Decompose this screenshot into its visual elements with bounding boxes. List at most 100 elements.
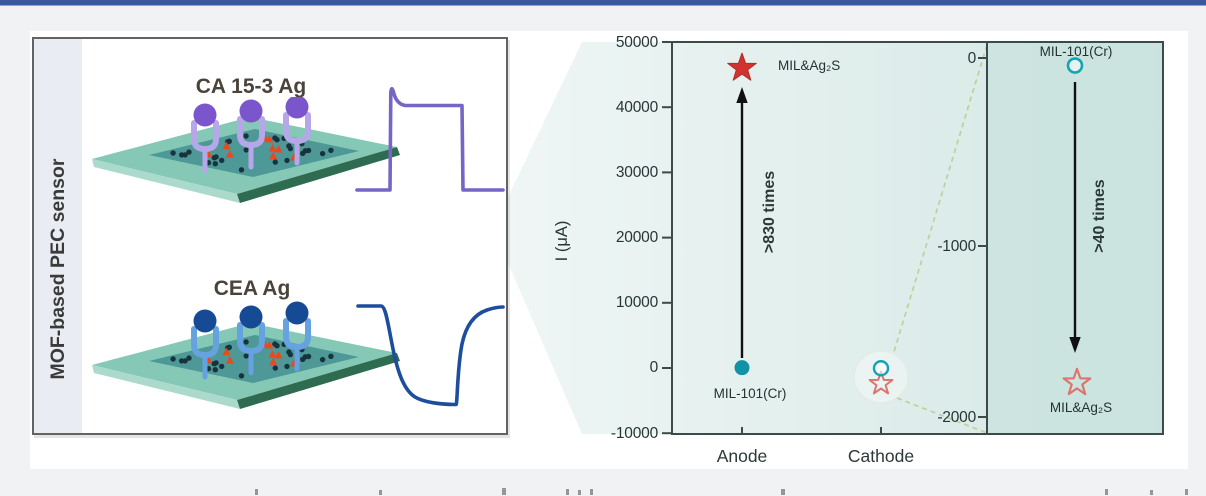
antigen-icon: [193, 103, 217, 127]
magnify-dashed-line-bottom: [896, 397, 988, 434]
antibody-icon: [191, 326, 219, 359]
red-particle: [222, 141, 231, 150]
red-particle: [269, 151, 278, 160]
figure-card: 50000 40000 30000 20000 10000 0 -10000 0…: [30, 31, 1188, 469]
antibody-icon: [283, 318, 311, 351]
dot-particle: [212, 161, 218, 167]
antigen-icon: [193, 309, 217, 333]
dot-particle: [170, 150, 176, 156]
antigen-icon: [285, 301, 309, 325]
dot-particle: [243, 147, 249, 153]
electrode-schematic-ca153: [92, 97, 400, 203]
plate-edge-right: [237, 147, 400, 203]
anode-star-marker: [727, 52, 757, 81]
x-label-anode: Anode: [716, 446, 768, 466]
anodic-photocurrent-trace: [355, 86, 505, 192]
schematic-bottom-label: CEA Ag: [213, 277, 291, 300]
dot-particle: [182, 152, 188, 158]
ytick-n10000: -10000: [610, 425, 658, 442]
red-particle: [269, 357, 278, 366]
dot-particle: [305, 353, 312, 360]
dot-particle: [170, 356, 176, 362]
antibody-icon: [191, 120, 219, 153]
anode-circle-label: MIL-101(Cr): [713, 386, 787, 401]
inset-arrow-label: >40 times: [1091, 179, 1108, 253]
dot-particle: [319, 356, 326, 363]
dot-particle: [305, 147, 312, 154]
dot-particle: [328, 147, 334, 153]
ytick-30000: 30000: [615, 164, 658, 181]
dot-particle: [272, 159, 278, 165]
dot-particle: [238, 167, 245, 173]
plate-edge-left: [92, 365, 240, 409]
red-particle: [268, 144, 277, 152]
cathode-cluster-circle: [872, 360, 890, 377]
dot-particle: [300, 356, 306, 363]
antibody-icon: [237, 322, 265, 355]
dot-particle: [300, 150, 306, 157]
dot-particle: [226, 344, 232, 350]
red-particle: [222, 347, 231, 356]
inset-circle-marker: [1066, 57, 1084, 74]
inset-ytick-n2000: -2000: [937, 409, 976, 426]
ytick-0: 0: [649, 359, 659, 376]
dot-particle: [186, 149, 192, 155]
inset-star-marker: [1062, 367, 1092, 396]
inset-star-label: MIL&Ag₂S: [1049, 400, 1113, 415]
side-label-strip: [34, 39, 82, 433]
antibody-icon: [283, 112, 311, 145]
red-particle: [225, 150, 234, 158]
cathodic-photocurrent-trace: [356, 304, 505, 407]
dot-particle: [219, 157, 225, 164]
dot-particle: [186, 355, 192, 361]
anode-star-label: MIL&Ag₂S: [778, 58, 841, 73]
dot-particle: [319, 150, 326, 157]
top-accent-bar: [0, 0, 1206, 6]
dot-particle: [272, 341, 278, 347]
cathode-cluster-star: [868, 370, 894, 395]
plate-edge-right: [237, 353, 400, 409]
inset-ytick-n1000: -1000: [937, 238, 976, 255]
red-particle: [268, 350, 277, 358]
ytick-50000: 50000: [615, 34, 658, 51]
dot-particle: [328, 353, 334, 359]
ytick-20000: 20000: [615, 229, 658, 246]
electrode-schematic-cea: [92, 301, 400, 409]
antigen-icon: [285, 97, 309, 119]
dot-particle: [238, 373, 245, 379]
dot-particle: [286, 143, 292, 149]
dot-particle: [182, 358, 188, 364]
dot-particle: [212, 367, 218, 373]
dot-particle: [284, 157, 290, 164]
inset-ytick-0: 0: [967, 50, 977, 67]
anode-arrow-label: >830 times: [761, 170, 778, 254]
dot-particle: [272, 365, 278, 371]
red-particle: [274, 144, 283, 153]
cropped-caption-fragment: [0, 486, 1206, 496]
red-particle: [274, 350, 283, 359]
y-axis-label: I (μA): [553, 220, 571, 262]
dot-particle: [272, 135, 278, 141]
panel-side-label: MOF-based PEC sensor: [47, 158, 69, 380]
dot-particle: [226, 138, 232, 144]
dot-particle: [213, 360, 219, 366]
chart-canvas: [508, 41, 1164, 435]
dot-particle: [243, 339, 249, 345]
dot-particle: [243, 133, 249, 139]
decrease-arrow-head: [1069, 337, 1081, 353]
dot-particle: [213, 154, 219, 160]
anode-circle-marker: [734, 360, 750, 376]
plate-edge-left: [92, 159, 240, 203]
dot-particle: [219, 363, 225, 370]
schematic-top-label: CA 15-3 Ag: [195, 75, 307, 98]
dot-particle: [243, 353, 249, 359]
ytick-40000: 40000: [615, 99, 658, 116]
antigen-icon: [239, 305, 263, 329]
antigen-icon: [239, 99, 263, 123]
red-particle: [225, 356, 234, 364]
dot-particle: [284, 363, 290, 370]
x-label-cathode: Cathode: [847, 446, 915, 466]
ytick-10000: 10000: [615, 294, 658, 311]
increase-arrow-head: [736, 87, 748, 103]
dot-particle: [286, 349, 292, 355]
